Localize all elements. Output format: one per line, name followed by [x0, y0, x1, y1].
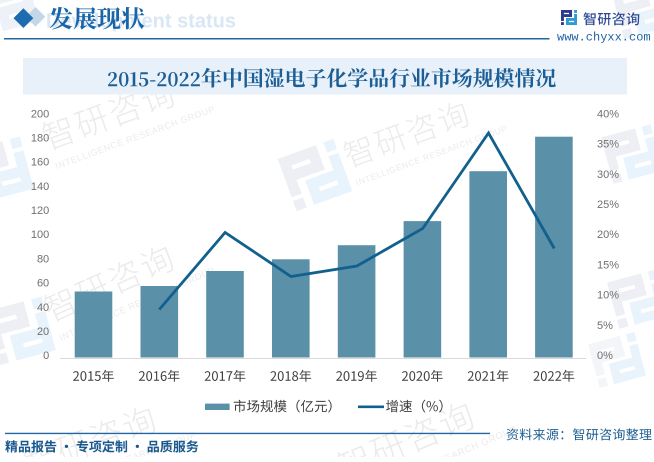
- svg-text:160: 160: [31, 157, 49, 169]
- svg-text:30%: 30%: [597, 169, 619, 181]
- svg-text:120: 120: [31, 205, 49, 217]
- svg-text:10%: 10%: [597, 290, 619, 302]
- svg-text:180: 180: [31, 133, 49, 145]
- svg-text:40%: 40%: [597, 108, 619, 120]
- svg-text:25%: 25%: [597, 199, 619, 211]
- svg-text:35%: 35%: [597, 139, 619, 151]
- svg-text:200: 200: [31, 108, 49, 120]
- svg-text:20: 20: [37, 326, 49, 338]
- svg-text:5%: 5%: [597, 320, 613, 332]
- svg-text:60: 60: [37, 278, 49, 290]
- svg-text:100: 100: [31, 229, 49, 241]
- svg-text:0: 0: [43, 350, 49, 362]
- svg-text:140: 140: [31, 181, 49, 193]
- svg-text:www.chyxx.com: www.chyxx.com: [557, 30, 651, 44]
- svg-text:80: 80: [37, 253, 49, 265]
- svg-text:40: 40: [37, 302, 49, 314]
- svg-text:15%: 15%: [597, 260, 619, 272]
- svg-text:20%: 20%: [597, 229, 619, 241]
- svg-text:0%: 0%: [597, 350, 613, 362]
